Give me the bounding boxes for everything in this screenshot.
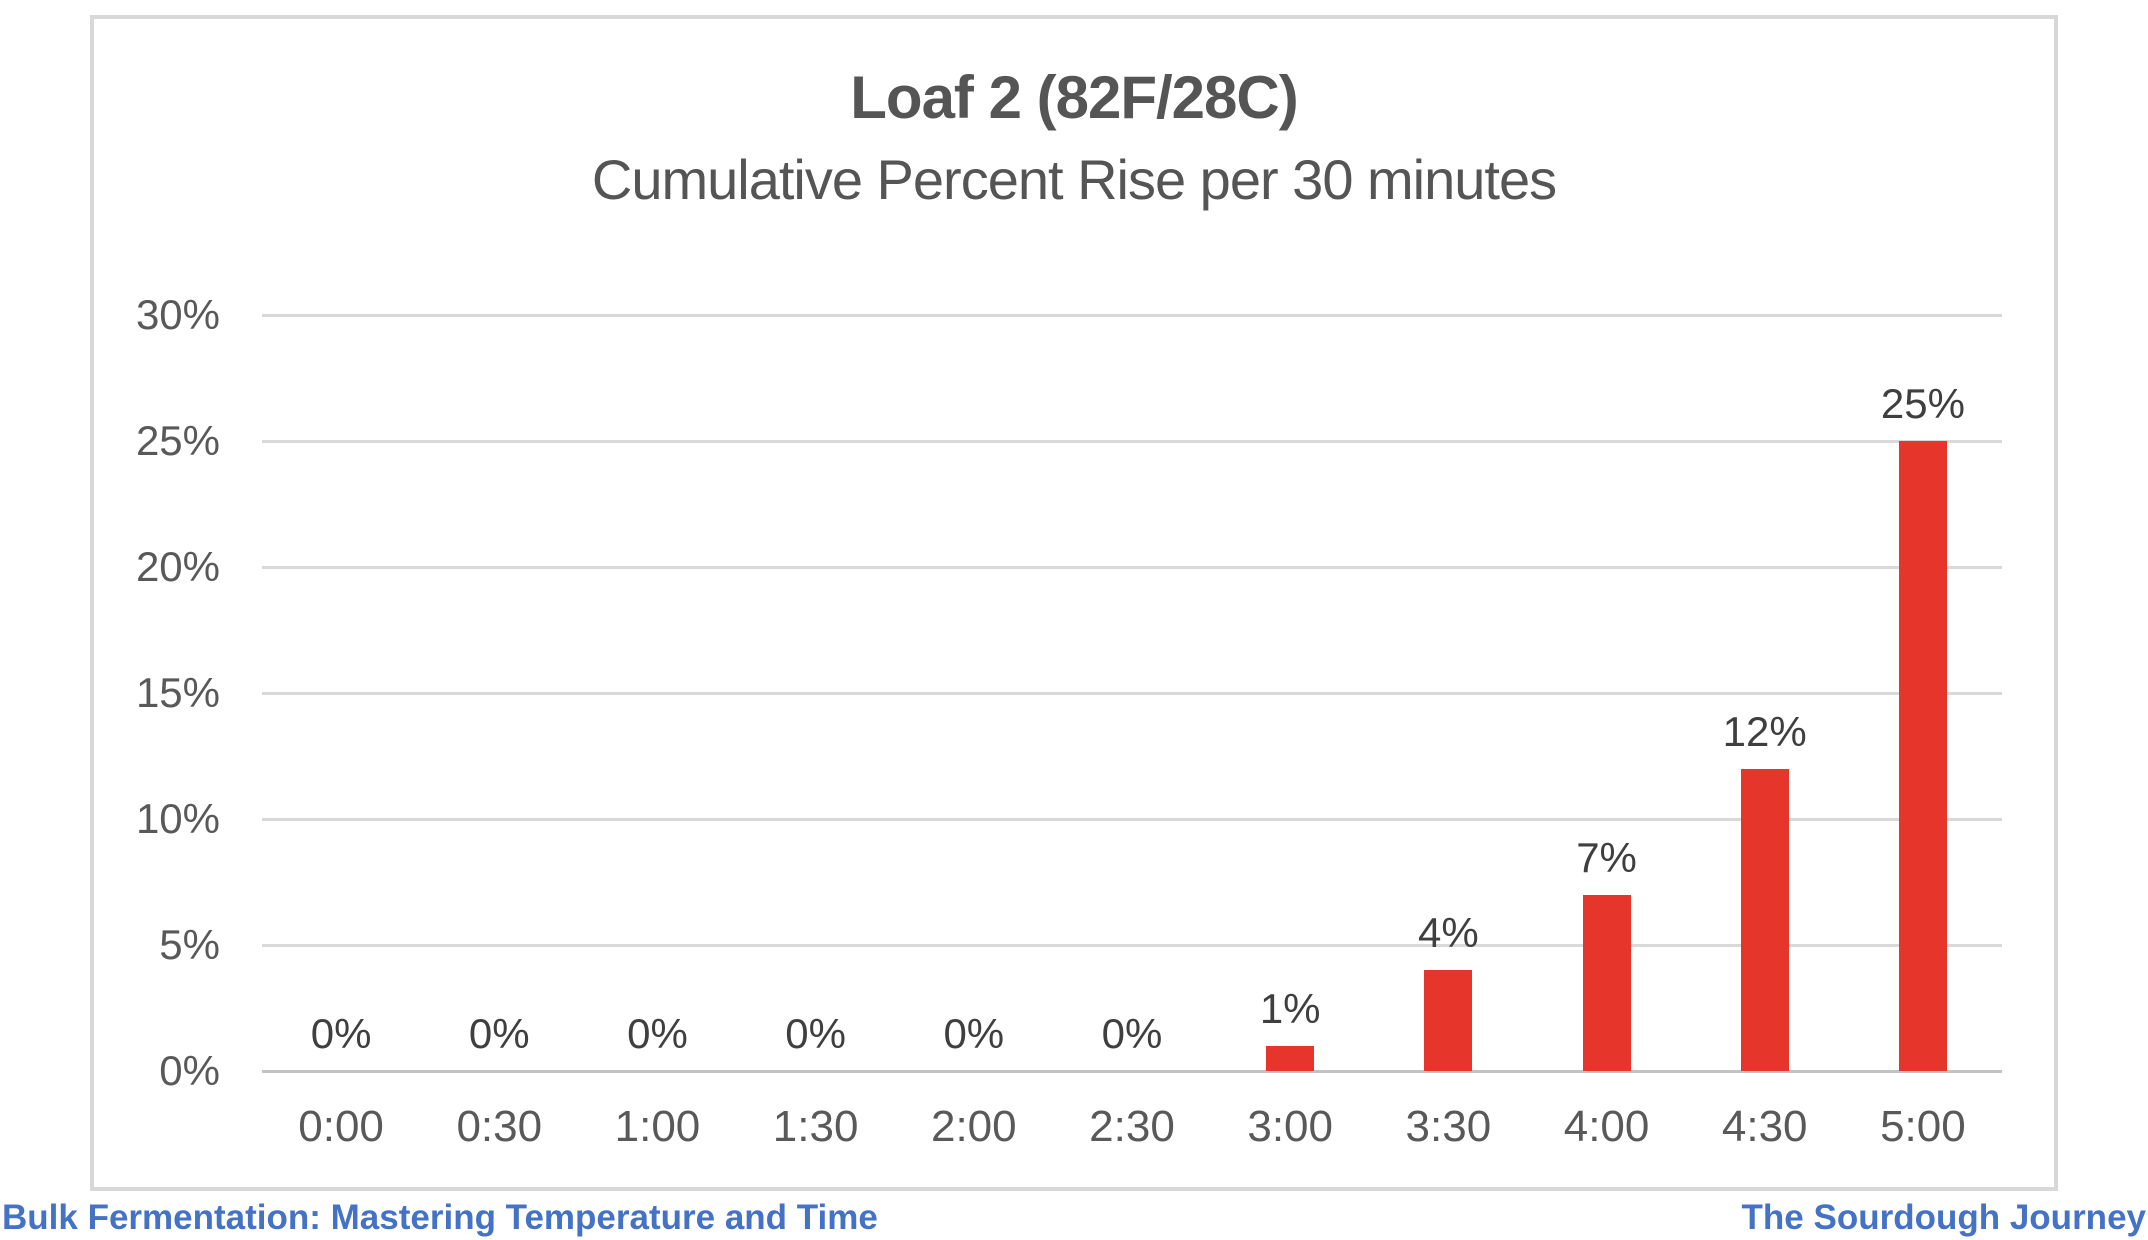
y-tick-label: 0% — [159, 1047, 220, 1094]
bar-slot: 7% 4:00 — [1527, 315, 1685, 1148]
data-label: 4% — [1418, 909, 1479, 957]
x-tick-label: 3:00 — [1247, 1102, 1333, 1151]
bar-slot: 0% 2:00 — [895, 315, 1053, 1149]
y-gridline — [262, 566, 2002, 569]
chart-frame: Loaf 2 (82F/28C) Cumulative Percent Rise… — [90, 15, 2058, 1191]
bar — [1582, 894, 1631, 1071]
plot-area: 30% 25% 20% 15% 10% 5% 0% 0% 0:00 0% 0:30 0% 1:00 0% 1… — [136, 291, 2002, 1149]
data-label: 25% — [1880, 380, 1965, 427]
y-tick-label: 30% — [135, 291, 220, 338]
x-tick-label: 5:00 — [1880, 1102, 1966, 1151]
bar-slot: 1% 3:00 — [1211, 315, 1369, 1148]
bar — [1740, 768, 1789, 1071]
x-tick-label: 1:00 — [614, 1102, 701, 1151]
x-tick-label: 4:00 — [1563, 1102, 1650, 1151]
chart-title-block: Loaf 2 (82F/28C) Cumulative Percent Rise… — [94, 63, 2054, 213]
bar-slot: 25% 5:00 — [1844, 315, 2002, 1149]
chart-subtitle: Cumulative Percent Rise per 30 minutes — [591, 148, 1557, 211]
data-label: 0% — [627, 1010, 688, 1057]
y-tick-label: 15% — [135, 669, 220, 716]
x-tick-label: 2:00 — [930, 1102, 1017, 1151]
bar-slot: 0% 1:30 — [737, 315, 895, 1149]
x-tick-label: 2:30 — [1089, 1102, 1175, 1151]
data-label: 12% — [1722, 707, 1807, 755]
bar — [1266, 1045, 1315, 1071]
data-label: 0% — [1101, 1010, 1163, 1057]
data-label: 0% — [310, 1010, 372, 1057]
y-gridline — [262, 440, 2002, 443]
footer-right-caption: The Sourdough Journey — [1741, 1198, 2146, 1237]
data-label: 0% — [468, 1010, 530, 1057]
footer: Bulk Fermentation: Mastering Temperature… — [0, 1196, 2148, 1240]
bar-slot: 0% 1:00 — [578, 315, 736, 1149]
y-tick-label: 5% — [159, 921, 220, 968]
chart-title: Loaf 2 (82F/28C) — [850, 64, 1298, 131]
y-gridline — [262, 314, 2002, 317]
data-label: 0% — [943, 1010, 1005, 1057]
y-gridline — [262, 944, 2002, 947]
data-label: 0% — [785, 1010, 846, 1057]
bar-slot: 0% 2:30 — [1053, 315, 1211, 1149]
data-label: 7% — [1576, 833, 1637, 881]
data-label: 1% — [1259, 984, 1321, 1032]
x-tick-label: 0:30 — [456, 1102, 543, 1151]
bar — [1898, 441, 1947, 1071]
x-tick-label: 1:30 — [772, 1102, 859, 1151]
bar — [1424, 970, 1473, 1071]
y-tick-label: 10% — [135, 795, 220, 842]
bar-slot: 0% 0:00 — [262, 315, 420, 1149]
y-gridline — [262, 818, 2002, 821]
bar-slot: 4% 3:30 — [1369, 315, 1527, 1149]
x-tick-label: 0:00 — [298, 1102, 384, 1151]
footer-left-caption: Bulk Fermentation: Mastering Temperature… — [2, 1198, 878, 1237]
y-tick-label: 25% — [135, 417, 220, 464]
x-tick-label: 4:30 — [1721, 1102, 1808, 1151]
x-axis-line — [262, 1070, 2002, 1073]
bar-slot: 12% 4:30 — [1686, 315, 1844, 1148]
y-gridline — [262, 692, 2002, 695]
bar-slot: 0% 0:30 — [420, 315, 578, 1149]
x-tick-label: 3:30 — [1405, 1102, 1492, 1151]
y-tick-label: 20% — [135, 543, 220, 590]
